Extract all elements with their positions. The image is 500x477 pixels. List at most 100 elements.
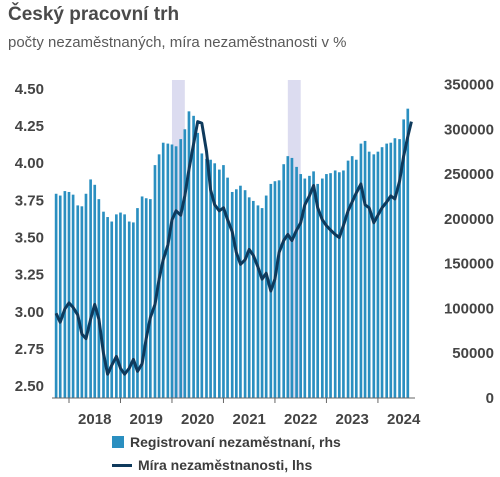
bar-21 bbox=[144, 198, 148, 398]
bar-81 bbox=[402, 119, 406, 398]
bar-42 bbox=[235, 189, 238, 398]
bar-62 bbox=[320, 178, 324, 398]
y-left-tick-3.50: 3.50 bbox=[15, 230, 44, 247]
bar-46 bbox=[251, 200, 255, 398]
y-right-tick-200000: 200000 bbox=[444, 211, 494, 228]
bar-68 bbox=[346, 160, 350, 398]
bar-59 bbox=[308, 175, 311, 398]
bar-75 bbox=[376, 151, 380, 398]
bar-57 bbox=[299, 174, 303, 398]
y-right-tick-100000: 100000 bbox=[444, 300, 494, 317]
legend-swatch-bars bbox=[112, 436, 124, 448]
bar-51 bbox=[273, 181, 277, 398]
bar-15 bbox=[119, 212, 122, 398]
bar-35 bbox=[205, 158, 208, 398]
bar-49 bbox=[264, 195, 268, 398]
bar-12 bbox=[106, 217, 109, 398]
y-right-tick-50000: 50000 bbox=[452, 345, 494, 362]
bar-44 bbox=[243, 190, 247, 398]
bar-37 bbox=[213, 163, 217, 398]
chart-subtitle: počty nezaměstnaných, míra nezaměstnanos… bbox=[8, 34, 347, 51]
x-tick-label-2024: 2024 bbox=[387, 411, 421, 428]
bar-7 bbox=[84, 193, 88, 398]
bar-34 bbox=[200, 153, 204, 398]
bar-14 bbox=[115, 214, 118, 398]
bar-20 bbox=[140, 196, 144, 398]
y-right-tick-0: 0 bbox=[486, 390, 494, 407]
chart-title: Český pracovní trh bbox=[8, 4, 180, 25]
bar-23 bbox=[153, 165, 157, 398]
bar-17 bbox=[127, 221, 131, 398]
y-right-tick-250000: 250000 bbox=[444, 166, 494, 183]
bar-48 bbox=[260, 208, 264, 398]
bar-56 bbox=[295, 166, 298, 398]
y-left-tick-4.00: 4.00 bbox=[15, 155, 44, 172]
bar-8 bbox=[89, 179, 92, 398]
bar-78 bbox=[389, 142, 393, 398]
bar-5 bbox=[76, 205, 80, 398]
bar-82 bbox=[406, 108, 410, 398]
bar-69 bbox=[350, 156, 354, 398]
bar-32 bbox=[192, 115, 195, 398]
bar-79 bbox=[393, 138, 397, 399]
x-tick-label-2019: 2019 bbox=[130, 411, 163, 428]
bar-71 bbox=[359, 143, 363, 398]
bar-29 bbox=[179, 139, 183, 398]
y-left-tick-4.25: 4.25 bbox=[15, 118, 44, 135]
x-tick-label-2018: 2018 bbox=[78, 411, 111, 428]
legend-item-bars: Registrovaní nezaměstnaní, rhs bbox=[112, 434, 341, 450]
legend-label-line: Míra nezaměstnanosti, lhs bbox=[138, 457, 313, 473]
x-tick-label-2021: 2021 bbox=[233, 411, 266, 428]
x-tick-label-2023: 2023 bbox=[335, 411, 368, 428]
y-right-tick-300000: 300000 bbox=[444, 121, 494, 138]
bar-26 bbox=[166, 143, 170, 398]
bar-80 bbox=[398, 139, 401, 398]
legend-item-line: Míra nezaměstnanosti, lhs bbox=[112, 457, 312, 473]
bar-63 bbox=[325, 174, 328, 398]
y-left-tick-4.50: 4.50 bbox=[15, 81, 44, 98]
bar-2 bbox=[63, 191, 67, 398]
unemployment-rate-line bbox=[54, 120, 413, 376]
y-left-tick-2.75: 2.75 bbox=[15, 341, 44, 358]
legend-swatch-line bbox=[112, 463, 132, 467]
y-right-tick-350000: 350000 bbox=[444, 76, 494, 93]
bar-53 bbox=[282, 164, 286, 398]
bar-25 bbox=[161, 142, 165, 398]
bar-65 bbox=[333, 170, 337, 398]
bar-70 bbox=[354, 159, 358, 398]
bar-31 bbox=[187, 111, 191, 398]
shaded-period-0 bbox=[171, 80, 185, 398]
bar-76 bbox=[380, 147, 384, 398]
bar-10 bbox=[97, 199, 101, 398]
bar-60 bbox=[312, 171, 315, 398]
bar-64 bbox=[329, 173, 332, 398]
bar-40 bbox=[226, 177, 229, 398]
x-tick-label-2022: 2022 bbox=[284, 411, 317, 428]
y-left-tick-3.00: 3.00 bbox=[15, 304, 44, 321]
bar-6 bbox=[80, 206, 84, 398]
bar-54 bbox=[286, 156, 290, 398]
axes: 2018 2019 2020 2021 2022 2023 2024 2.50 2.75 3.00… bbox=[15, 76, 494, 428]
bar-66 bbox=[337, 172, 341, 398]
bar-33 bbox=[196, 132, 200, 398]
bar-72 bbox=[363, 140, 367, 399]
bar-16 bbox=[123, 214, 126, 398]
bar-3 bbox=[67, 191, 71, 398]
y-left-tick-3.25: 3.25 bbox=[15, 267, 44, 284]
bar-67 bbox=[342, 170, 345, 398]
bar-74 bbox=[372, 154, 376, 398]
y-left-tick-3.75: 3.75 bbox=[15, 192, 44, 209]
bar-36 bbox=[209, 159, 212, 398]
y-right-tick-150000: 150000 bbox=[444, 256, 494, 273]
bar-19 bbox=[136, 208, 139, 398]
bar-series bbox=[54, 108, 410, 399]
y-left-tick-2.50: 2.50 bbox=[15, 378, 44, 395]
x-tick-label-2020: 2020 bbox=[181, 411, 214, 428]
bar-4 bbox=[71, 194, 75, 398]
bar-73 bbox=[367, 151, 371, 398]
bar-47 bbox=[256, 205, 260, 398]
bar-0 bbox=[54, 193, 58, 398]
bar-41 bbox=[230, 191, 234, 398]
